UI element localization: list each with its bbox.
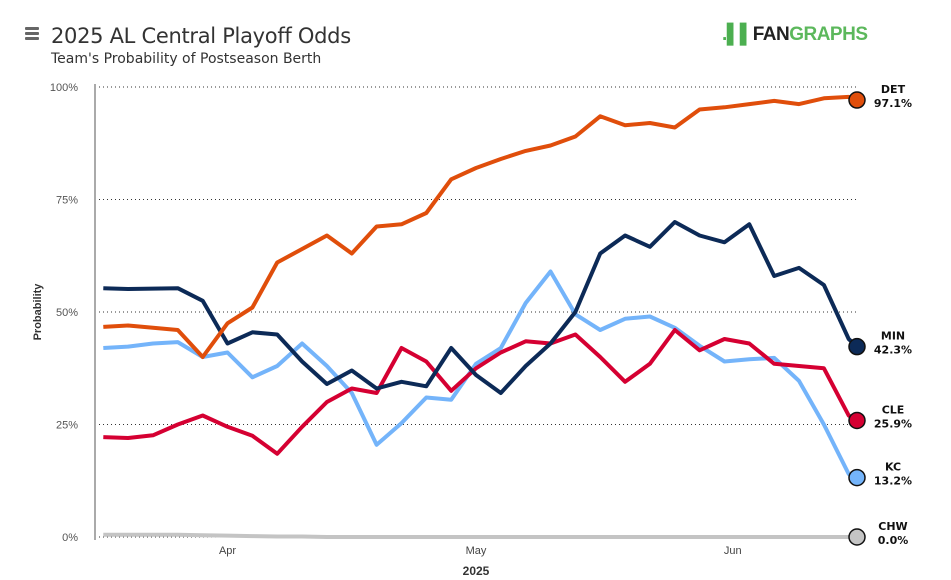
series-line-det	[103, 94, 858, 359]
series-line-cle	[103, 328, 859, 456]
x-tick-label: Jun	[724, 545, 742, 557]
y-tick-label: 50%	[56, 307, 78, 319]
team-label-chw: CHW	[878, 520, 907, 533]
series-line-kc	[103, 269, 858, 480]
x-axis-title: 2025	[463, 564, 490, 578]
y-tick-label: 100%	[50, 82, 78, 94]
hamburger-menu-icon[interactable]	[25, 27, 39, 42]
team-label-det: DET	[881, 83, 906, 96]
team-odds-min: 42.3%	[874, 344, 912, 357]
series-line-min	[103, 220, 859, 395]
team-label-kc: KC	[885, 461, 901, 474]
end-marker-cle	[848, 411, 866, 430]
series-line-chw	[103, 532, 857, 539]
y-tick-label: 25%	[56, 420, 78, 432]
team-odds-cle: 25.9%	[874, 417, 912, 430]
chart-title: 2025 AL Central Playoff Odds	[51, 24, 351, 48]
team-odds-kc: 13.2%	[874, 475, 912, 488]
fangraphs-logo: .▌▌FANGRAPHS	[722, 24, 868, 45]
team-odds-chw: 0.0%	[878, 534, 909, 547]
end-marker-det	[848, 91, 866, 109]
x-tick-label: Apr	[219, 545, 236, 557]
end-marker-min	[848, 337, 866, 356]
y-axis-title: Probability	[32, 283, 44, 341]
chart-subtitle: Team's Probability of Postseason Berth	[51, 51, 322, 67]
end-marker-chw	[848, 528, 866, 546]
team-label-cle: CLE	[882, 403, 905, 416]
y-tick-label: 75%	[56, 195, 78, 207]
team-odds-det: 97.1%	[874, 97, 912, 110]
team-label-min: MIN	[881, 330, 905, 343]
y-tick-label: 0%	[62, 532, 78, 544]
end-marker-kc	[848, 468, 866, 487]
x-tick-label: May	[466, 545, 487, 557]
